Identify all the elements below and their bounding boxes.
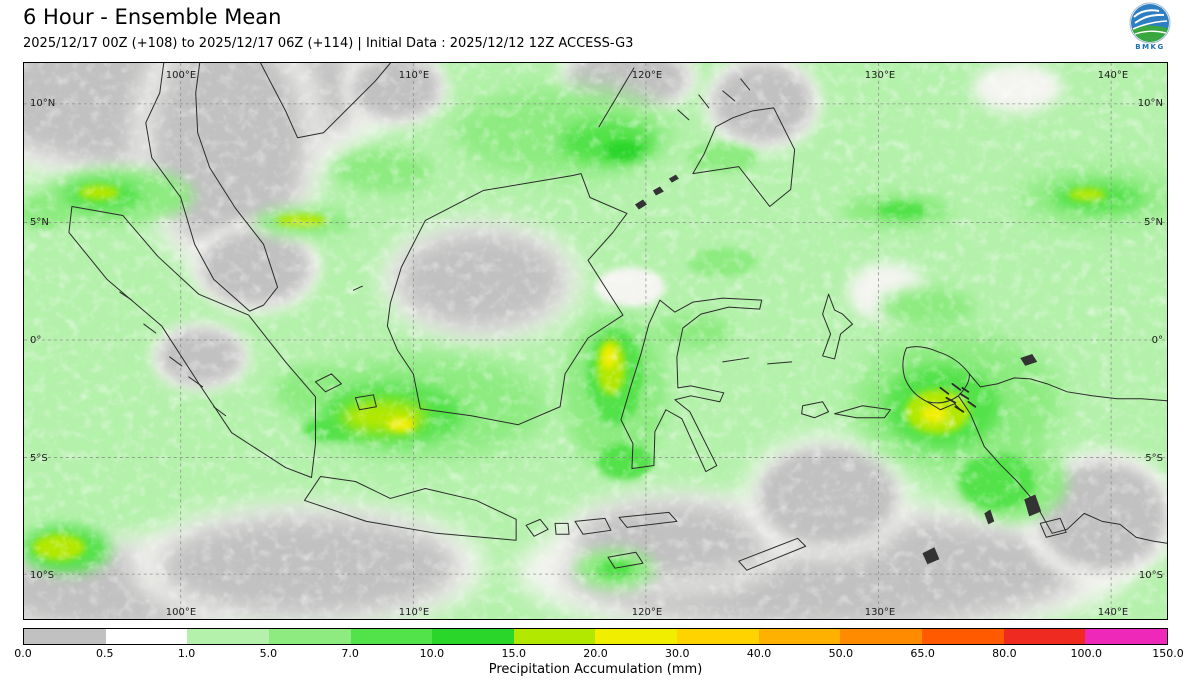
coastline-mentawai-islands bbox=[119, 291, 227, 417]
coastline-mindanao bbox=[692, 107, 796, 207]
colorbar-segment-13 bbox=[1085, 629, 1167, 644]
island-biak bbox=[1020, 353, 1038, 366]
coastline-indochina bbox=[260, 63, 391, 139]
coastline-halmahera bbox=[822, 293, 854, 360]
colorbar-segment-9 bbox=[758, 629, 841, 644]
island-tanimbar bbox=[922, 547, 940, 565]
colorbar-segment-4 bbox=[350, 629, 433, 644]
lat-label-left-1: 5°N bbox=[30, 217, 49, 228]
coastline-visayas bbox=[677, 78, 751, 121]
lat-label-right-3: 5°S bbox=[1145, 453, 1163, 464]
coastline-sulawesi bbox=[620, 297, 763, 473]
lon-label-bottom-0: 100°E bbox=[165, 607, 197, 618]
colorbar-segment-7 bbox=[595, 629, 678, 644]
colorbar-tick-label: 80.0 bbox=[992, 647, 1017, 660]
lat-label-left-0: 10°N bbox=[30, 98, 56, 109]
colorbar-segment-6 bbox=[513, 629, 596, 644]
lon-label-top-1: 110°E bbox=[398, 70, 430, 81]
coastline-buru bbox=[801, 401, 830, 419]
coastline-borneo bbox=[386, 173, 628, 426]
lat-label-right-1: 5°N bbox=[1144, 217, 1163, 228]
coastline-lesser-sundas bbox=[525, 511, 807, 571]
island-aru bbox=[1024, 494, 1042, 517]
coastline-papua-north bbox=[968, 373, 1167, 402]
colorbar-segment-3 bbox=[268, 629, 351, 644]
colorbar bbox=[23, 628, 1168, 645]
coastline-bangka-belitung bbox=[314, 373, 377, 411]
lon-label-top-2: 120°E bbox=[631, 70, 663, 81]
legend: 0.0 0.5 1.0 5.0 7.0 10.0 15.0 20.0 30.0 40.0 50.0 6… bbox=[14, 628, 1184, 677]
lon-label-bottom-3: 130°E bbox=[864, 607, 896, 618]
colorbar-segment-12 bbox=[1003, 629, 1086, 644]
coastline-palawan bbox=[598, 67, 635, 128]
colorbar-tick-label: 0.0 bbox=[14, 647, 32, 660]
colorbar-tick-label: 150.0 bbox=[1152, 647, 1184, 660]
colorbar-segment-11 bbox=[922, 629, 1004, 644]
colorbar-segment-8 bbox=[677, 629, 759, 644]
lon-label-top-0: 100°E bbox=[165, 70, 197, 81]
coastline-seram bbox=[834, 405, 891, 419]
colorbar-tick-label: 65.0 bbox=[910, 647, 935, 660]
coastline-java bbox=[304, 476, 517, 541]
colorbar-tick-label: 1.0 bbox=[177, 647, 196, 660]
lat-label-left-2: 0° bbox=[30, 335, 42, 346]
lat-label-right-2: 0° bbox=[1151, 335, 1163, 346]
colorbar-segment-10 bbox=[840, 629, 923, 644]
island-sulu-chain bbox=[634, 174, 679, 210]
colorbar-tick-label: 5.0 bbox=[259, 647, 278, 660]
lat-label-left-3: 5°S bbox=[30, 453, 48, 464]
lat-label-right-0: 10°N bbox=[1137, 98, 1163, 109]
colorbar-title: Precipitation Accumulation (mm) bbox=[488, 662, 703, 677]
colorbar-tick-label: 50.0 bbox=[828, 647, 854, 660]
colorbar-segment-5 bbox=[432, 629, 514, 644]
page-title: 6 Hour - Ensemble Mean bbox=[23, 5, 282, 29]
lat-label-right-4: 10°S bbox=[1138, 570, 1163, 581]
colorbar-tick-label: 7.0 bbox=[341, 647, 359, 660]
lon-label-top-4: 140°E bbox=[1097, 70, 1129, 81]
colorbar-tick-label: 20.0 bbox=[583, 647, 608, 660]
coastline-sumatra bbox=[68, 205, 316, 479]
colorbar-ticks: 0.0 0.5 1.0 5.0 7.0 10.0 15.0 20.0 30.0 40.0 50.0 6… bbox=[14, 647, 1184, 661]
coastline-natuna bbox=[352, 285, 363, 291]
speckle-texture bbox=[24, 63, 1167, 619]
colorbar-tick-label: 100.0 bbox=[1070, 647, 1102, 660]
lon-label-bottom-1: 110°E bbox=[398, 607, 430, 618]
lon-label-top-3: 130°E bbox=[864, 70, 896, 81]
colorbar-tick-label: 15.0 bbox=[501, 647, 526, 660]
coastline-papua-south bbox=[957, 395, 1167, 544]
precipitation-map bbox=[24, 63, 1167, 619]
bmkg-logo: BMKG bbox=[1125, 2, 1175, 51]
colorbar-tick-label: 30.0 bbox=[665, 647, 690, 660]
coastline-banggai-sula bbox=[722, 357, 793, 365]
forecast-period-subtitle: 2025/12/17 00Z (+108) to 2025/12/17 06Z … bbox=[23, 36, 634, 51]
map-area: 100°E 100°E 110°E 110°E 120°E 120°E 130°E 130°E… bbox=[23, 62, 1168, 620]
colorbar-tick-label: 10.0 bbox=[419, 647, 445, 660]
coastline-malay-peninsula bbox=[145, 63, 279, 312]
island-kai bbox=[984, 509, 995, 525]
colorbar-segment-2 bbox=[187, 629, 269, 644]
bmkg-logo-icon bbox=[1129, 2, 1171, 44]
lon-label-bottom-2: 120°E bbox=[631, 607, 663, 618]
lon-label-bottom-4: 140°E bbox=[1097, 607, 1129, 618]
small-islands bbox=[634, 174, 1042, 565]
coastline-dolak bbox=[1039, 517, 1067, 538]
bmkg-logo-label: BMKG bbox=[1135, 43, 1165, 51]
colorbar-tick-label: 0.5 bbox=[96, 647, 114, 660]
papua-terrain-marks bbox=[939, 382, 977, 413]
lat-label-left-4: 10°S bbox=[30, 570, 55, 581]
colorbar-segment-1 bbox=[105, 629, 188, 644]
colorbar-tick-label: 40.0 bbox=[746, 647, 772, 660]
colorbar-segment-0 bbox=[24, 629, 106, 644]
coastlines bbox=[68, 63, 1167, 571]
